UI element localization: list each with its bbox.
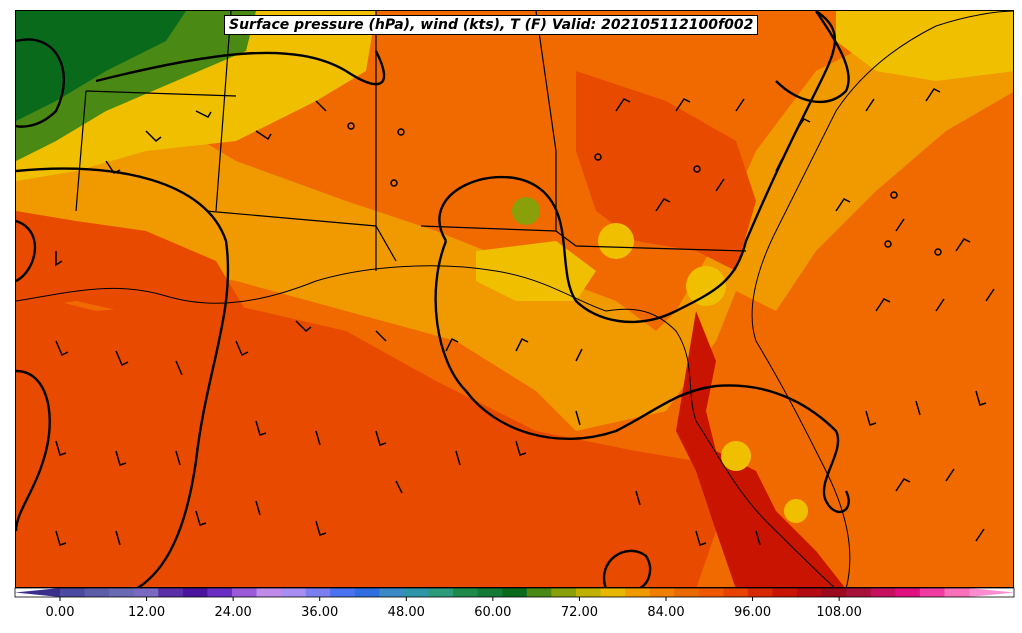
- colorbar-block: [109, 588, 135, 597]
- colorbar-block: [551, 588, 577, 597]
- colorbar-block: [231, 588, 258, 597]
- colorbar-block: [182, 588, 208, 597]
- colorbar-block: [649, 588, 675, 597]
- colorbar-block: [84, 588, 110, 597]
- colorbar-block: [158, 588, 184, 597]
- colorbar-block: [354, 588, 380, 597]
- map-canvas: [16, 11, 1013, 587]
- yellow-spot-1: [598, 223, 634, 259]
- colorbar: 0.00 12.00 24.00 36.00 48.00 60.00 72.00 84.00 9…: [14, 587, 1015, 620]
- colorbar-tick-label: 108.00: [816, 605, 862, 620]
- colorbar-blocks: [15, 588, 1014, 597]
- colorbar-block: [870, 588, 896, 597]
- colorbar-block: [723, 588, 749, 597]
- colorbar-block: [821, 588, 847, 597]
- colorbar-block: [133, 588, 159, 597]
- colorbar-block: [60, 588, 86, 597]
- colorbar-block: [281, 588, 307, 597]
- colorbar-tick-label: 24.00: [215, 605, 252, 620]
- green-spot: [512, 197, 540, 225]
- colorbar-block: [625, 588, 651, 597]
- colorbar-block: [895, 588, 921, 597]
- colorbar-tick-label: 72.00: [561, 605, 598, 620]
- colorbar-tick-label: 60.00: [474, 605, 511, 620]
- map-title: Surface pressure (hPa), wind (kts), T (F…: [224, 15, 759, 35]
- colorbar-tick-label: 96.00: [734, 605, 771, 620]
- colorbar-block: [846, 588, 872, 597]
- colorbar-block: [526, 588, 552, 597]
- yellow-spot-3: [721, 441, 751, 471]
- colorbar-block: [502, 588, 528, 597]
- colorbar-block: [600, 588, 626, 597]
- gulf-warm-region: [576, 71, 756, 271]
- colorbar-block: [698, 588, 724, 597]
- colorbar-block: [330, 588, 356, 597]
- colorbar-block: [477, 588, 503, 597]
- wind-barbs: [55, 88, 995, 546]
- colorbar-tick-label: 12.00: [128, 605, 165, 620]
- colorbar-ticks: 0.00 12.00 24.00 36.00 48.00 60.00 72.00 84.00 9…: [46, 597, 862, 620]
- colorbar-block: [428, 588, 454, 597]
- colorbar-block: [674, 588, 700, 597]
- weather-map: [15, 10, 1014, 588]
- colorbar-block: [453, 588, 479, 597]
- colorbar-tick-label: 0.00: [46, 605, 75, 620]
- isobars: [16, 11, 850, 587]
- colorbar-block: [575, 588, 601, 597]
- colorbar-block: [772, 588, 798, 597]
- northeast-yellow-region: [836, 11, 1013, 81]
- colorbar-block: [919, 588, 945, 597]
- colorbar-tick-label: 36.00: [301, 605, 338, 620]
- colorbar-tick-label: 48.00: [388, 605, 425, 620]
- colorbar-extend-low: [15, 588, 60, 597]
- colorbar-block: [207, 588, 233, 597]
- colorbar-block: [379, 588, 405, 597]
- colorbar-block: [747, 588, 773, 597]
- yellow-spot-2: [686, 266, 726, 306]
- colorbar-block: [305, 588, 331, 597]
- colorbar-block: [944, 588, 970, 597]
- colorbar-block: [256, 588, 282, 597]
- colorbar-block: [797, 588, 823, 597]
- colorbar-block: [403, 588, 430, 597]
- dark-green-region: [16, 11, 186, 121]
- florida-hot-region: [676, 311, 845, 587]
- yellow-spot-4: [784, 499, 808, 523]
- colorbar-outline: [14, 587, 1015, 598]
- west-warm-region: [16, 211, 246, 321]
- south-warm-region: [16, 291, 716, 587]
- colorbar-tick-label: 84.00: [647, 605, 684, 620]
- colorbar-extend-high: [969, 588, 1014, 597]
- calm-wind-circles: [347, 122, 942, 256]
